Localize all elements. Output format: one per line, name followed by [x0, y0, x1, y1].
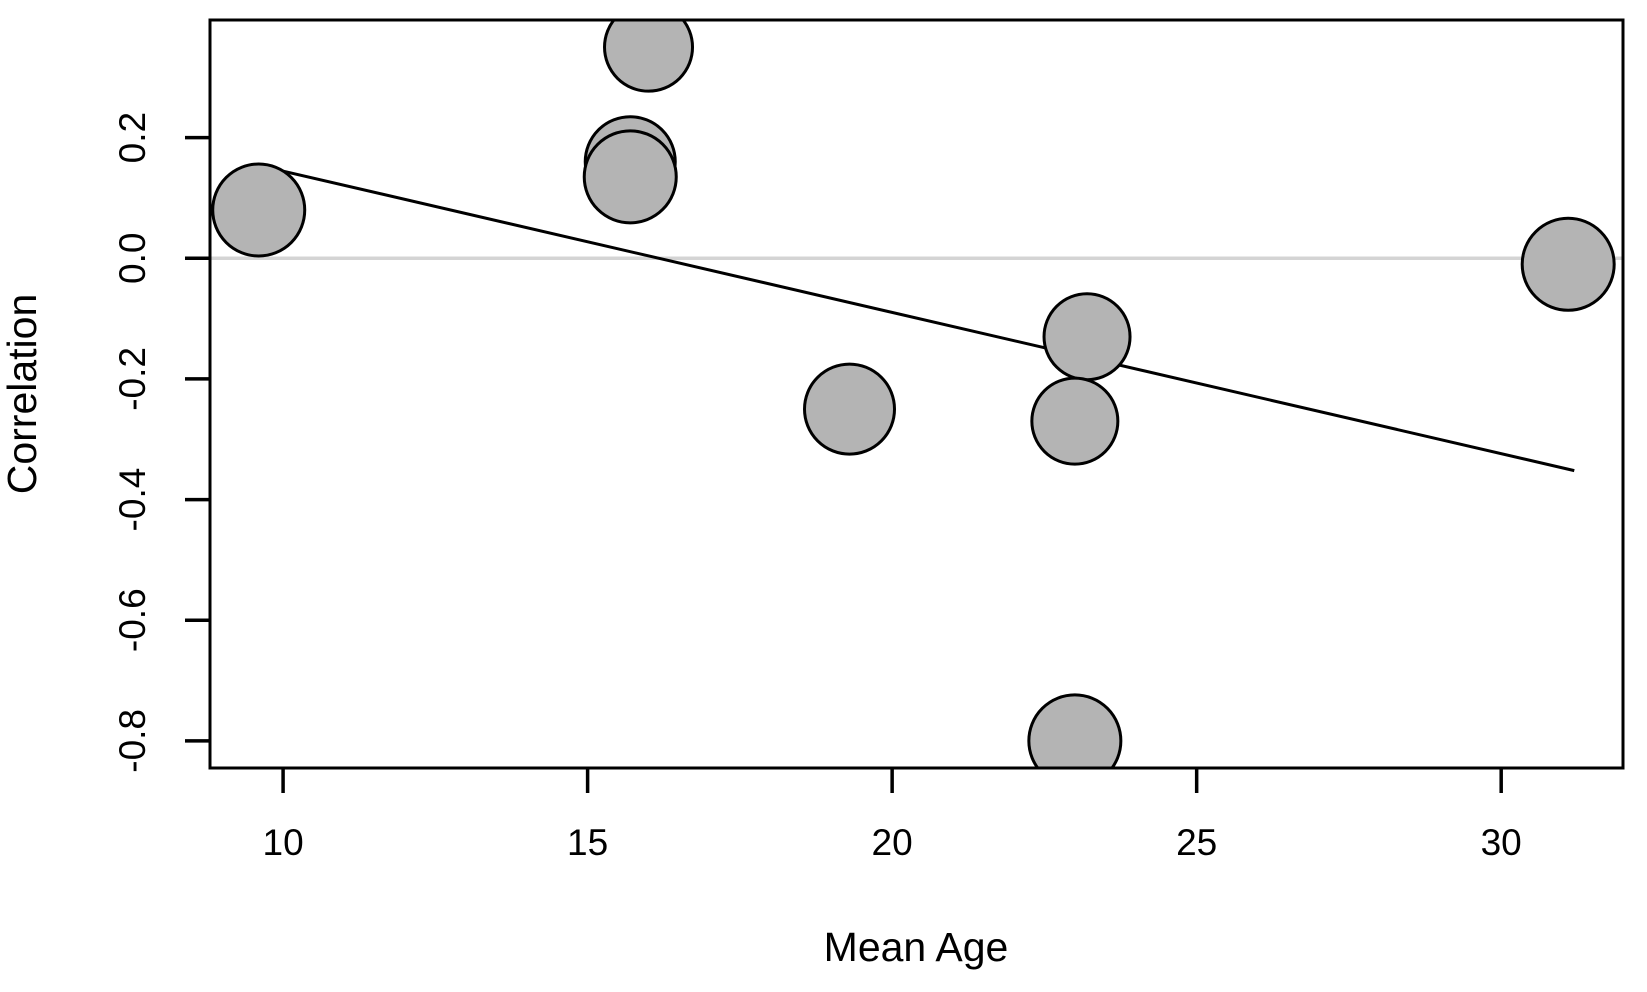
y-tick-label: -0.8 [112, 709, 153, 773]
y-axis-title: Correlation [0, 294, 45, 495]
x-tick-label: 30 [1481, 822, 1522, 863]
y-tick-label: -0.4 [112, 468, 153, 532]
x-tick-label: 10 [263, 822, 304, 863]
y-tick-label: -0.6 [112, 588, 153, 652]
study-bubble [803, 362, 897, 456]
study-bubble [582, 129, 678, 225]
study-bubble [1042, 292, 1132, 382]
study-bubble [1030, 376, 1120, 466]
x-tick-label: 15 [567, 822, 608, 863]
plot-area [210, 20, 1623, 768]
study-bubble [1520, 216, 1616, 312]
x-axis-title: Mean Age [824, 924, 1009, 970]
plot-border [208, 18, 1625, 770]
y-tick-label: -0.2 [112, 347, 153, 411]
study-bubble [211, 162, 307, 258]
x-tick-label: 25 [1176, 822, 1217, 863]
regression-line [255, 163, 1575, 473]
y-tick-label: 0.0 [112, 233, 153, 284]
y-tick-label: 0.2 [112, 112, 153, 163]
study-bubble [1027, 693, 1123, 768]
x-tick-label: 20 [872, 822, 913, 863]
axes: 10 15 20 25 30 0.2 0.0 -0.2 -0.4 -0.6 -0.8 [112, 112, 1522, 863]
study-bubble [603, 20, 695, 93]
